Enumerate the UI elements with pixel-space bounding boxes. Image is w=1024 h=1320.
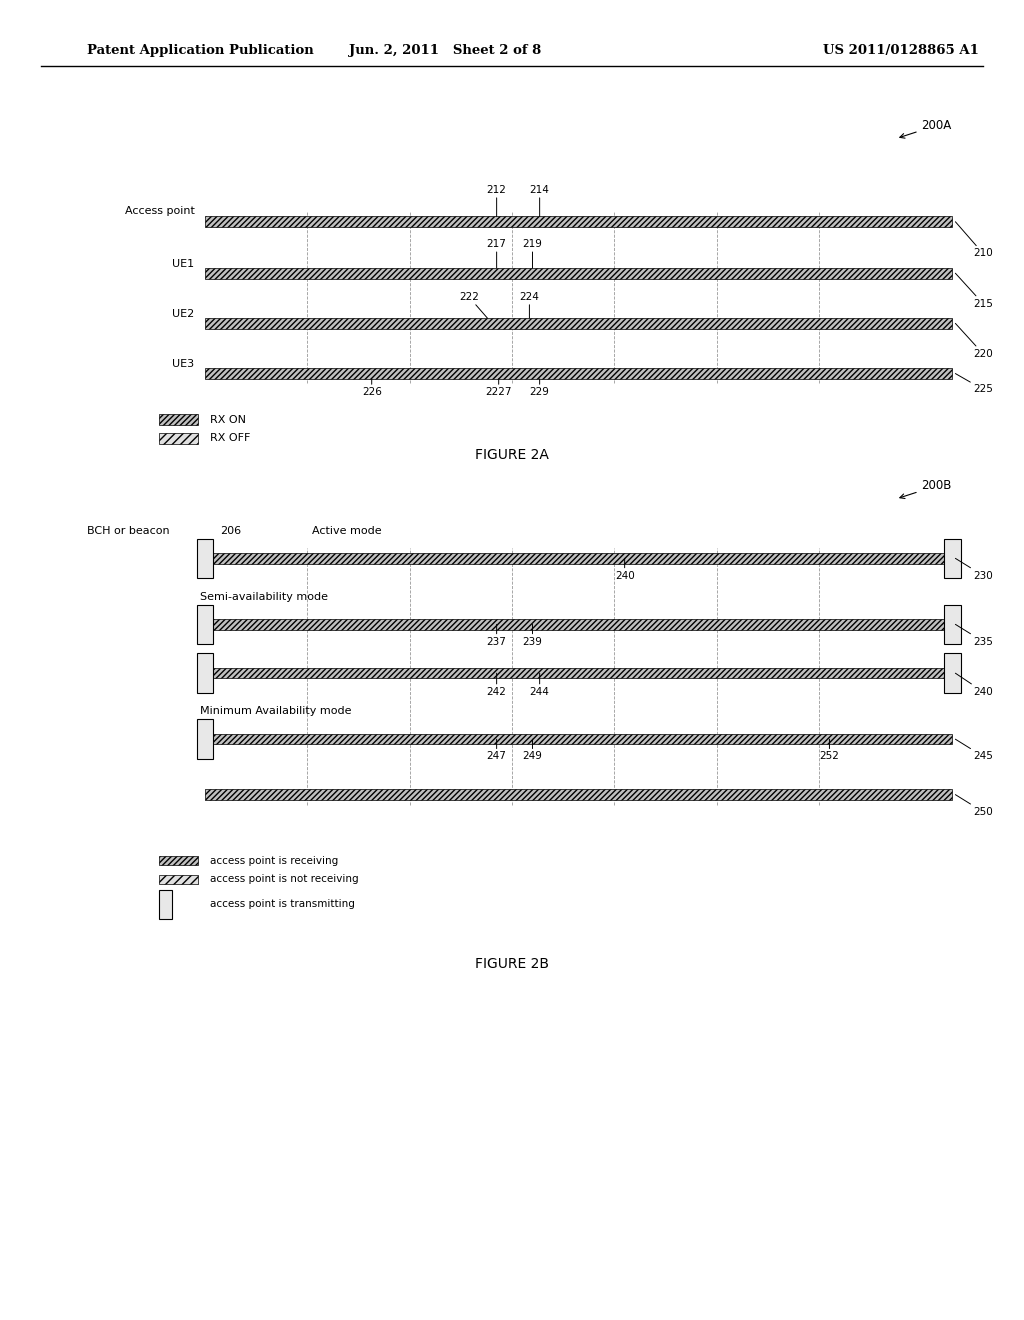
Bar <box>944 605 961 644</box>
Bar <box>205 268 952 279</box>
Text: 2227: 2227 <box>485 379 512 397</box>
Text: RX ON: RX ON <box>210 414 246 425</box>
Text: access point is not receiving: access point is not receiving <box>210 874 358 884</box>
Text: 244: 244 <box>529 673 550 697</box>
Bar <box>197 605 213 644</box>
Text: 225: 225 <box>955 374 993 395</box>
Bar <box>944 539 961 578</box>
Text: 245: 245 <box>955 739 993 762</box>
Text: 240: 240 <box>955 673 993 697</box>
Text: access point is transmitting: access point is transmitting <box>210 899 354 909</box>
Bar <box>197 653 213 693</box>
Text: 250: 250 <box>955 795 993 817</box>
Bar <box>159 433 198 444</box>
Text: 220: 220 <box>955 323 993 359</box>
Bar <box>205 789 952 800</box>
Text: UE3: UE3 <box>172 359 195 370</box>
Text: Active mode: Active mode <box>312 525 382 536</box>
Text: Access point: Access point <box>125 206 195 216</box>
Text: Jun. 2, 2011   Sheet 2 of 8: Jun. 2, 2011 Sheet 2 of 8 <box>349 44 542 57</box>
Bar <box>205 216 952 227</box>
Bar <box>944 653 961 693</box>
Text: Semi-availability mode: Semi-availability mode <box>200 591 328 602</box>
Text: 249: 249 <box>522 739 543 762</box>
Text: 200B: 200B <box>900 479 952 499</box>
Text: FIGURE 2A: FIGURE 2A <box>475 449 549 462</box>
Text: UE1: UE1 <box>172 259 195 269</box>
Bar <box>205 668 952 678</box>
Text: FIGURE 2B: FIGURE 2B <box>475 957 549 970</box>
Text: 210: 210 <box>955 222 993 259</box>
Text: US 2011/0128865 A1: US 2011/0128865 A1 <box>823 44 979 57</box>
Text: access point is receiving: access point is receiving <box>210 855 338 866</box>
Bar <box>197 539 213 578</box>
Text: 230: 230 <box>955 558 993 581</box>
Bar <box>159 890 172 919</box>
Text: 240: 240 <box>614 558 635 581</box>
Bar <box>205 734 952 744</box>
Text: 252: 252 <box>819 739 840 762</box>
Text: 222: 222 <box>459 292 487 318</box>
Bar <box>205 318 952 329</box>
Text: 237: 237 <box>486 624 507 647</box>
Text: Patent Application Publication: Patent Application Publication <box>87 44 313 57</box>
Text: Minimum Availability mode: Minimum Availability mode <box>200 706 351 717</box>
Text: RX OFF: RX OFF <box>210 433 250 444</box>
Text: 226: 226 <box>361 379 382 397</box>
Text: 212: 212 <box>486 185 507 216</box>
Text: 200A: 200A <box>900 119 952 139</box>
Bar <box>159 414 198 425</box>
Text: 229: 229 <box>529 379 550 397</box>
Text: 239: 239 <box>522 624 543 647</box>
Bar <box>205 368 952 379</box>
Text: 242: 242 <box>486 673 507 697</box>
Text: 235: 235 <box>955 624 993 647</box>
Bar <box>159 857 198 866</box>
Text: 247: 247 <box>486 739 507 762</box>
Bar <box>205 553 952 564</box>
Text: UE2: UE2 <box>172 309 195 319</box>
Text: 215: 215 <box>955 273 993 309</box>
Text: 214: 214 <box>529 185 550 216</box>
Text: BCH or beacon: BCH or beacon <box>87 525 170 536</box>
Text: 217: 217 <box>486 239 507 268</box>
Text: 219: 219 <box>522 239 543 268</box>
Bar <box>205 619 952 630</box>
Text: 206: 206 <box>220 525 242 536</box>
Text: 224: 224 <box>519 292 540 318</box>
Bar <box>197 719 213 759</box>
Bar <box>159 874 198 884</box>
